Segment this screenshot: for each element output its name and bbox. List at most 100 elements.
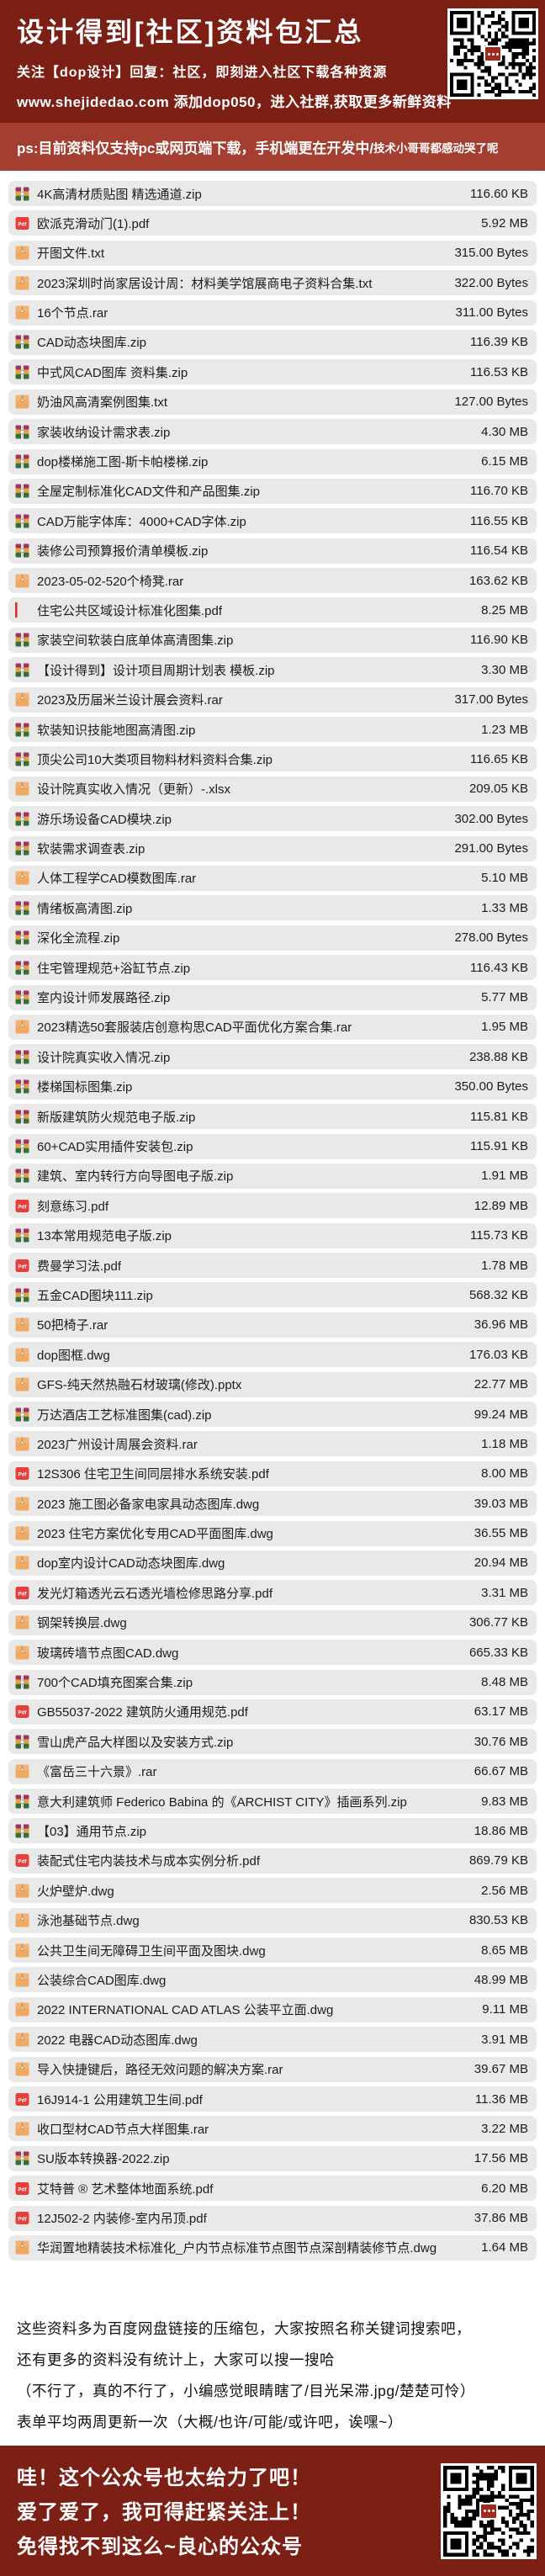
file-size: 6.15 MB [481,454,528,469]
file-row[interactable]: 情绪板高清图.zip 1.33 MB [8,895,537,921]
file-row[interactable]: 家装空间软装白底单体高清图集.zip 116.90 KB [8,627,537,653]
file-row[interactable]: 五金CAD图块111.zip 568.32 KB [8,1282,537,1308]
file-row[interactable]: 室内设计师发展路径.zip 5.77 MB [8,984,537,1010]
file-name: 软装需求调查表.zip [37,842,146,857]
file-name: 收口型材CAD节点大样图集.rar [37,2122,209,2137]
file-row[interactable]: 楼梯国标图集.zip 350.00 Bytes [8,1073,537,1100]
file-size: 116.53 KB [470,364,528,379]
pdf-file-icon: Pdf [15,1259,29,1273]
file-row[interactable]: dop室内设计CAD动态块图库.dwg 20.94 MB [8,1550,537,1576]
file-row[interactable]: 玻璃砖墙节点图CAD.dwg 665.33 KB [8,1640,537,1666]
file-row[interactable]: 新版建筑防火规范电子版.zip 115.81 KB [8,1104,537,1130]
winrar-zip-icon [15,1288,29,1302]
file-row[interactable]: 中式风CAD图库 资料集.zip 116.53 KB [8,359,537,385]
file-row[interactable]: GFS-纯天然热融石材玻璃(修改).pptx 22.77 MB [8,1371,537,1397]
file-row[interactable]: 2023 施工图必备家电家具动态图库.dwg 39.03 MB [8,1491,537,1517]
file-row[interactable]: Pdf 欧派克滑动门(1).pdf 5.92 MB [8,210,537,236]
file-row[interactable]: 顶尖公司10大类项目物料材料资料合集.zip 116.65 KB [8,746,537,772]
file-row[interactable]: 2023精选50套服装店创意构思CAD平面优化方案合集.rar 1.95 MB [8,1014,537,1040]
file-row[interactable]: 建筑、室内转行方向导图电子版.zip 1.91 MB [8,1163,537,1189]
file-row[interactable]: Pdf 12J502-2 内装修-室内吊顶.pdf 37.86 MB [8,2205,537,2231]
file-row[interactable]: 火炉壁炉.dwg 2.56 MB [8,1878,537,1904]
file-row[interactable]: 2023深圳时尚家居设计周：材料美学馆展商电子资料合集.txt 322.00 By… [8,270,537,296]
file-row[interactable]: dop楼梯施工图-斯卡帕楼梯.zip 6.15 MB [8,448,537,474]
file-row[interactable]: 雪山虎产品大样图以及安装方式.zip 30.76 MB [8,1729,537,1755]
file-row[interactable]: 万达酒店工艺标准图集(cad).zip 99.24 MB [8,1402,537,1428]
file-row[interactable]: 公装综合CAD图库.dwg 48.99 MB [8,1967,537,1993]
archive-file-icon [15,2240,29,2255]
archive-file-icon [15,692,29,707]
file-row[interactable]: 收口型材CAD节点大样图集.rar 3.22 MB [8,2116,537,2142]
file-row[interactable]: 【设计得到】设计项目周期计划表 模板.zip 3.30 MB [8,657,537,683]
file-row[interactable]: 意大利建筑师 Federico Babina 的《ARCHIST CITY》插画… [8,1789,537,1815]
archive-file-icon [15,276,29,290]
file-name: dop室内设计CAD动态块图库.dwg [37,1556,225,1572]
file-row[interactable]: Pdf 16J914-1 公用建筑卫生间.pdf 11.36 MB [8,2086,537,2112]
file-row[interactable]: 2022 INTERNATIONAL CAD ATLAS 公装平立面.dwg 9.… [8,1996,537,2022]
file-size: 39.67 MB [474,2062,528,2077]
file-name: 家装收纳设计需求表.zip [37,425,171,440]
file-row[interactable]: 住宅公共区域设计标准化图集.pdf 8.25 MB [8,597,537,623]
file-row[interactable]: 2023-05-02-520个椅凳.rar 163.62 KB [8,568,537,594]
winrar-zip-icon [15,1079,29,1094]
file-row[interactable]: 2023及历届米兰设计展会资料.rar 317.00 Bytes [8,686,537,713]
file-row[interactable]: 游乐场设备CAD模块.zip 302.00 Bytes [8,806,537,832]
file-row[interactable]: 《富岳三十六景》.rar 66.67 MB [8,1758,537,1784]
file-row[interactable]: 2022 电器CAD动态图库.dwg 3.91 MB [8,2027,537,2053]
qr-center-logo [479,2502,498,2520]
file-row[interactable]: 700个CAD填充图案合集.zip 8.48 MB [8,1669,537,1695]
file-row[interactable]: 4K高清材质贴图 精选通道.zip 116.60 KB [8,181,537,206]
file-size: 1.64 MB [481,2240,528,2255]
file-size: 1.33 MB [481,900,528,915]
file-row[interactable]: 华润置地精装技术标准化_户内节点标准节点图节点深剖精装修节点.dwg 1.64 M… [8,2234,537,2261]
archive-file-icon [15,2002,29,2017]
file-row[interactable]: dop图框.dwg 176.03 KB [8,1342,537,1368]
file-size: 3.30 MB [481,662,528,677]
file-row[interactable]: 全屋定制标准化CAD文件和产品图集.zip 116.70 KB [8,478,537,504]
file-row[interactable]: 奶油风高清案例图集.txt 127.00 Bytes [8,389,537,415]
file-name: 泳池基础节点.dwg [37,1914,140,1929]
file-row[interactable]: 开图文件.txt 315.00 Bytes [8,240,537,266]
file-row[interactable]: Pdf 艾特普 ® 艺术整体地面系统.pdf 6.20 MB [8,2176,537,2202]
file-row[interactable]: 导入快捷键后，路径无效问题的解决方案.rar 39.67 MB [8,2056,537,2082]
file-row[interactable]: 公共卫生间无障碍卫生间平面及图块.dwg 8.65 MB [8,1937,537,1964]
file-row[interactable]: Pdf 发光灯箱透光云石透光墙检修思路分享.pdf 3.31 MB [8,1580,537,1606]
file-name: 公装综合CAD图库.dwg [37,1973,167,1988]
file-row[interactable]: 软装需求调查表.zip 291.00 Bytes [8,835,537,861]
file-row[interactable]: Pdf 12S306 住宅卫生间同层排水系统安装.pdf 8.00 MB [8,1460,537,1487]
file-row[interactable]: 60+CAD实用插件安装包.zip 115.91 KB [8,1133,537,1159]
file-row[interactable]: 家装收纳设计需求表.zip 4.30 MB [8,419,537,445]
file-row[interactable]: 【03】通用节点.zip 18.86 MB [8,1818,537,1844]
file-row[interactable]: CAD万能字体库：4000+CAD字体.zip 116.55 KB [8,508,537,534]
file-row[interactable]: Pdf 费曼学习法.pdf 1.78 MB [8,1253,537,1279]
file-row[interactable]: 装修公司预算报价清单模板.zip 116.54 KB [8,538,537,564]
file-name: 家装空间软装白底单体高清图集.zip [37,633,234,649]
file-row[interactable]: 深化全流程.zip 278.00 Bytes [8,925,537,951]
file-row[interactable]: Pdf 刻意练习.pdf 12.89 MB [8,1193,537,1219]
file-row[interactable]: 人体工程学CAD模数图库.rar 5.10 MB [8,865,537,891]
file-row[interactable]: 16个节点.rar 311.00 Bytes [8,299,537,326]
file-name: 50把椅子.rar [37,1318,108,1333]
file-size: 568.32 KB [468,1287,528,1302]
file-row[interactable]: 50把椅子.rar 36.96 MB [8,1312,537,1338]
file-name: 16J914-1 公用建筑卫生间.pdf [37,2092,203,2107]
file-row[interactable]: 软装知识技能地图高清图.zip 1.23 MB [8,717,537,743]
file-name: GFS-纯天然热融石材玻璃(修改).pptx [37,1378,242,1393]
file-row[interactable]: Pdf GB55037-2022 建筑防火通用规范.pdf 63.17 MB [8,1699,537,1725]
file-row[interactable]: 设计院真实收入情况.zip 238.88 KB [8,1044,537,1070]
file-row[interactable]: 2023广州设计周展会资料.rar 1.18 MB [8,1431,537,1457]
svg-text:Pdf: Pdf [19,1264,28,1269]
file-row[interactable]: 设计院真实收入情况（更新）-.xlsx 209.05 KB [8,776,537,802]
winrar-zip-icon [15,663,29,677]
file-row[interactable]: SU版本转换器-2022.zip 17.56 MB [8,2145,537,2171]
file-row[interactable]: CAD动态块图库.zip 116.39 KB [8,329,537,355]
file-row[interactable]: 2023 住宅方案优化专用CAD平面图库.dwg 36.55 MB [8,1520,537,1546]
file-row[interactable]: 泳池基础节点.dwg 830.53 KB [8,1907,537,1933]
file-row[interactable]: 13本常用规范电子版.zip 115.73 KB [8,1222,537,1248]
winrar-zip-icon [15,335,29,349]
file-row[interactable]: 住宅管理规范+浴缸节点.zip 116.43 KB [8,955,537,981]
file-row[interactable]: 钢架转换层.dwg 306.77 KB [8,1609,537,1635]
file-row[interactable]: Pdf 装配式住宅内装技术与成本实例分析.pdf 869.79 KB [8,1847,537,1874]
file-name: 欧派克滑动门(1).pdf [37,216,150,231]
file-size: 116.70 KB [470,484,528,499]
